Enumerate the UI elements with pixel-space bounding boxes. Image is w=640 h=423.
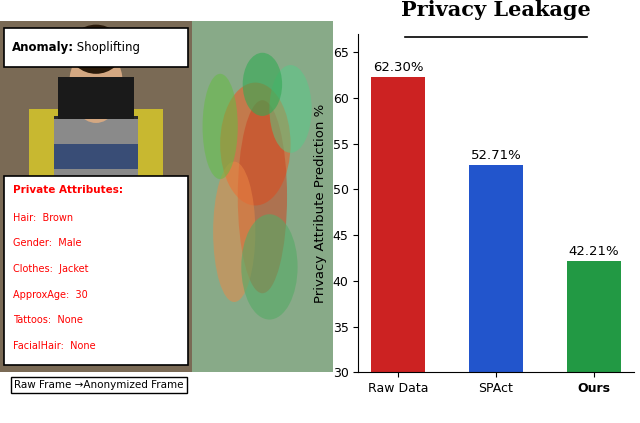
- Text: 62.30%: 62.30%: [372, 61, 423, 74]
- Y-axis label: Privacy Attribute Prediction %: Privacy Attribute Prediction %: [314, 103, 327, 303]
- Text: Gender:  Male: Gender: Male: [13, 239, 82, 248]
- Text: ApproxAge:  30: ApproxAge: 30: [13, 290, 88, 299]
- FancyBboxPatch shape: [4, 176, 188, 365]
- Text: Clothes:  Jacket: Clothes: Jacket: [13, 264, 89, 274]
- Text: Shoplifting: Shoplifting: [73, 41, 140, 54]
- Ellipse shape: [213, 162, 255, 302]
- Bar: [567, 261, 621, 423]
- FancyBboxPatch shape: [0, 21, 192, 372]
- Ellipse shape: [69, 25, 123, 74]
- FancyBboxPatch shape: [29, 109, 163, 250]
- Ellipse shape: [243, 53, 282, 116]
- FancyBboxPatch shape: [54, 193, 138, 218]
- FancyBboxPatch shape: [54, 119, 138, 144]
- FancyBboxPatch shape: [54, 169, 138, 193]
- Text: Privacy Leakage: Privacy Leakage: [401, 0, 591, 20]
- Ellipse shape: [241, 214, 298, 320]
- Ellipse shape: [220, 82, 291, 206]
- Text: Anomaly:: Anomaly:: [12, 41, 74, 54]
- Ellipse shape: [202, 74, 238, 179]
- FancyBboxPatch shape: [58, 77, 134, 119]
- FancyBboxPatch shape: [4, 28, 188, 67]
- FancyBboxPatch shape: [54, 116, 138, 242]
- Text: Hair:  Brown: Hair: Brown: [13, 213, 74, 223]
- Text: Raw Frame →Anonymized Frame: Raw Frame →Anonymized Frame: [15, 380, 184, 390]
- Ellipse shape: [238, 100, 287, 293]
- Bar: [371, 77, 425, 423]
- Text: 52.71%: 52.71%: [470, 149, 522, 162]
- FancyBboxPatch shape: [54, 218, 138, 242]
- Text: 42.21%: 42.21%: [569, 245, 620, 258]
- Ellipse shape: [269, 65, 312, 153]
- FancyBboxPatch shape: [54, 144, 138, 169]
- Text: FacialHair:  None: FacialHair: None: [13, 341, 96, 351]
- FancyBboxPatch shape: [192, 21, 333, 372]
- Text: Tattoos:  None: Tattoos: None: [13, 315, 83, 325]
- Bar: [469, 165, 523, 423]
- Text: Private Attributes:: Private Attributes:: [13, 185, 124, 195]
- Ellipse shape: [69, 46, 123, 123]
